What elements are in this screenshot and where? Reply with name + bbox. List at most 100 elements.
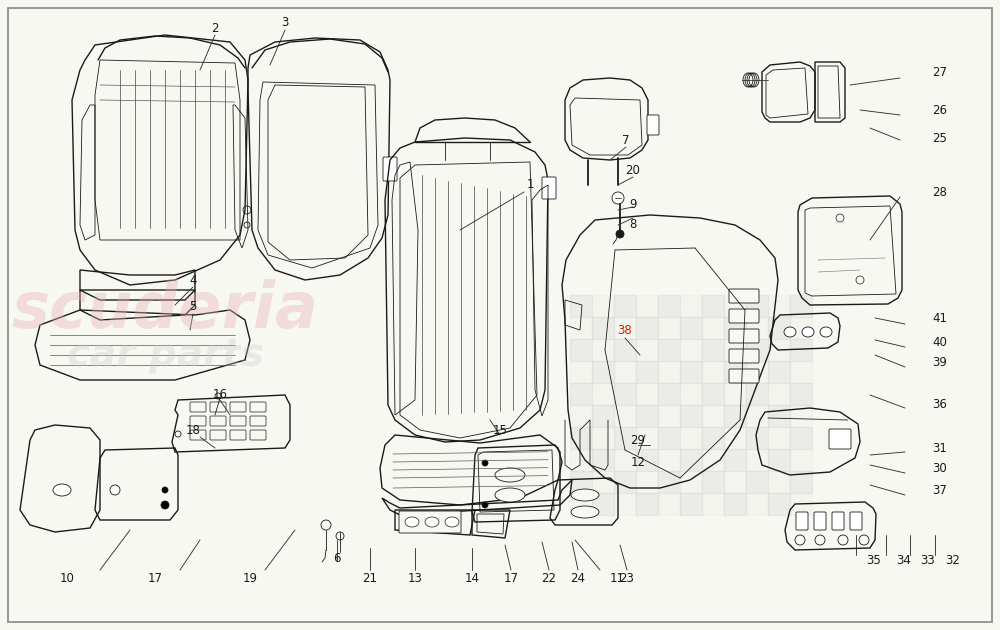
Text: 4: 4 [189, 273, 197, 287]
Bar [724, 295, 746, 317]
Bar [614, 449, 636, 471]
Bar [724, 471, 746, 493]
Bar [746, 317, 768, 339]
FancyBboxPatch shape [729, 289, 759, 303]
FancyBboxPatch shape [729, 329, 759, 343]
FancyBboxPatch shape [814, 512, 826, 530]
Text: 32: 32 [946, 554, 960, 566]
Bar [636, 383, 658, 405]
Bar [724, 427, 746, 449]
Text: 34: 34 [897, 554, 911, 566]
Ellipse shape [820, 327, 832, 337]
Text: 20: 20 [626, 164, 640, 176]
FancyBboxPatch shape [399, 511, 461, 533]
Bar [680, 405, 702, 427]
Bar [724, 383, 746, 405]
Bar [746, 295, 768, 317]
Bar [790, 339, 812, 361]
Bar [592, 449, 614, 471]
Bar [636, 405, 658, 427]
Bar [570, 449, 592, 471]
FancyBboxPatch shape [210, 402, 226, 412]
Text: 35: 35 [867, 554, 881, 566]
Bar [592, 471, 614, 493]
Bar [702, 295, 724, 317]
Text: 39: 39 [933, 355, 947, 369]
Bar [680, 339, 702, 361]
Bar [658, 427, 680, 449]
Bar [614, 295, 636, 317]
Bar [570, 383, 592, 405]
Bar [746, 383, 768, 405]
Ellipse shape [784, 327, 796, 337]
Ellipse shape [571, 489, 599, 501]
FancyBboxPatch shape [250, 416, 266, 426]
Bar [592, 339, 614, 361]
FancyBboxPatch shape [796, 512, 808, 530]
FancyBboxPatch shape [729, 369, 759, 383]
Text: 33: 33 [921, 554, 935, 566]
FancyBboxPatch shape [210, 430, 226, 440]
Bar [592, 295, 614, 317]
Text: 6: 6 [333, 551, 341, 564]
Bar [768, 317, 790, 339]
Bar [768, 493, 790, 515]
Circle shape [482, 460, 488, 466]
Text: 17: 17 [504, 571, 518, 585]
Bar [658, 339, 680, 361]
Bar [702, 449, 724, 471]
Bar [570, 339, 592, 361]
Bar [636, 361, 658, 383]
Bar [790, 405, 812, 427]
Bar [636, 493, 658, 515]
Text: 25: 25 [933, 132, 947, 144]
Text: scuderia: scuderia [12, 279, 318, 341]
Bar [636, 339, 658, 361]
Text: 8: 8 [629, 217, 637, 231]
Bar [592, 317, 614, 339]
Bar [724, 317, 746, 339]
Bar [614, 493, 636, 515]
Bar [680, 493, 702, 515]
Bar [724, 361, 746, 383]
Bar [768, 383, 790, 405]
Ellipse shape [425, 517, 439, 527]
Bar [680, 427, 702, 449]
Bar [614, 339, 636, 361]
Bar [680, 361, 702, 383]
Bar [570, 405, 592, 427]
Bar [790, 295, 812, 317]
Bar [658, 361, 680, 383]
Circle shape [482, 502, 488, 508]
Bar [614, 361, 636, 383]
Bar [636, 317, 658, 339]
FancyBboxPatch shape [190, 430, 206, 440]
Text: 38: 38 [618, 323, 632, 336]
Circle shape [616, 230, 624, 238]
Text: 37: 37 [933, 483, 947, 496]
Text: 23: 23 [620, 571, 634, 585]
Bar [746, 471, 768, 493]
Bar [702, 317, 724, 339]
Text: 36: 36 [933, 398, 947, 411]
Text: car parts: car parts [67, 336, 263, 374]
Text: 26: 26 [932, 103, 948, 117]
Text: 22: 22 [542, 571, 556, 585]
Bar [790, 493, 812, 515]
Bar [746, 449, 768, 471]
Bar [614, 383, 636, 405]
Bar [570, 427, 592, 449]
Bar [768, 361, 790, 383]
FancyBboxPatch shape [542, 177, 556, 199]
Bar [592, 383, 614, 405]
Text: 19: 19 [242, 571, 258, 585]
Text: 24: 24 [570, 571, 586, 585]
Text: 11: 11 [610, 571, 624, 585]
Bar [592, 361, 614, 383]
Ellipse shape [405, 517, 419, 527]
Bar [746, 493, 768, 515]
FancyBboxPatch shape [250, 430, 266, 440]
Bar [636, 449, 658, 471]
Text: 29: 29 [631, 433, 646, 447]
Bar [680, 295, 702, 317]
